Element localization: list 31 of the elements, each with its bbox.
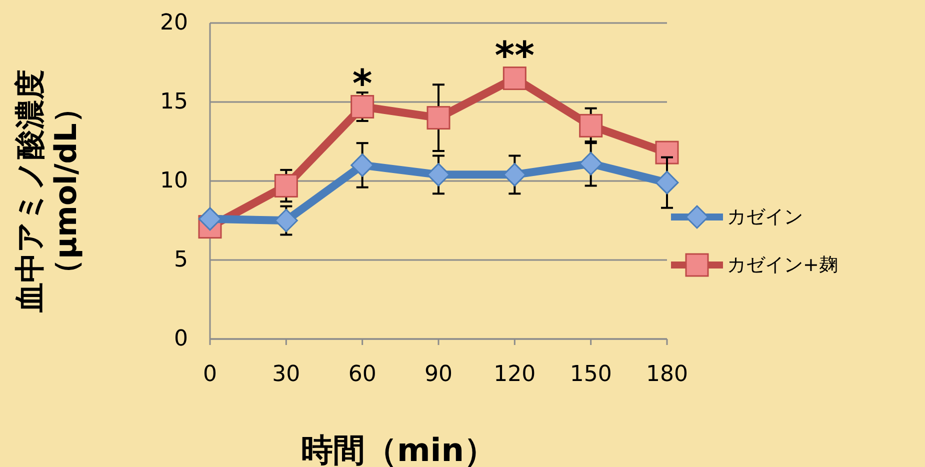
legend-label: カゼイン: [727, 206, 803, 228]
x-axis-title: 時間（min）: [300, 431, 496, 467]
y-axis-title: 血中アミノ酸濃度（μmol/dL）: [13, 70, 84, 314]
point: [426, 162, 450, 186]
x-tick-label: 60: [348, 362, 376, 387]
point: [502, 162, 526, 186]
annotation: **: [494, 33, 535, 78]
point: [502, 66, 526, 90]
y-tick-label: 15: [160, 90, 188, 114]
point: [350, 153, 374, 177]
point: [350, 94, 374, 118]
x-tick-label: 120: [494, 362, 536, 387]
y-tick-label: 10: [160, 168, 188, 194]
x-tick-label: 150: [570, 362, 612, 387]
point: [579, 152, 603, 176]
annotation: *: [352, 62, 372, 106]
point: [198, 207, 222, 231]
point: [579, 114, 603, 138]
legend-label: カゼイン+麹: [727, 254, 838, 276]
x-tick-label: 0: [203, 362, 217, 387]
x-tick-label: 90: [424, 362, 452, 387]
x-tick-label: 180: [646, 362, 688, 387]
point: [274, 208, 298, 232]
x-tick-label: 30: [272, 362, 300, 387]
point: [274, 174, 298, 198]
point: [655, 170, 679, 194]
y-tick-label: 20: [160, 10, 188, 36]
y-tick-label: 5: [174, 248, 188, 272]
point: [426, 106, 450, 130]
y-tick-label: 0: [174, 326, 188, 352]
point: [655, 140, 679, 164]
